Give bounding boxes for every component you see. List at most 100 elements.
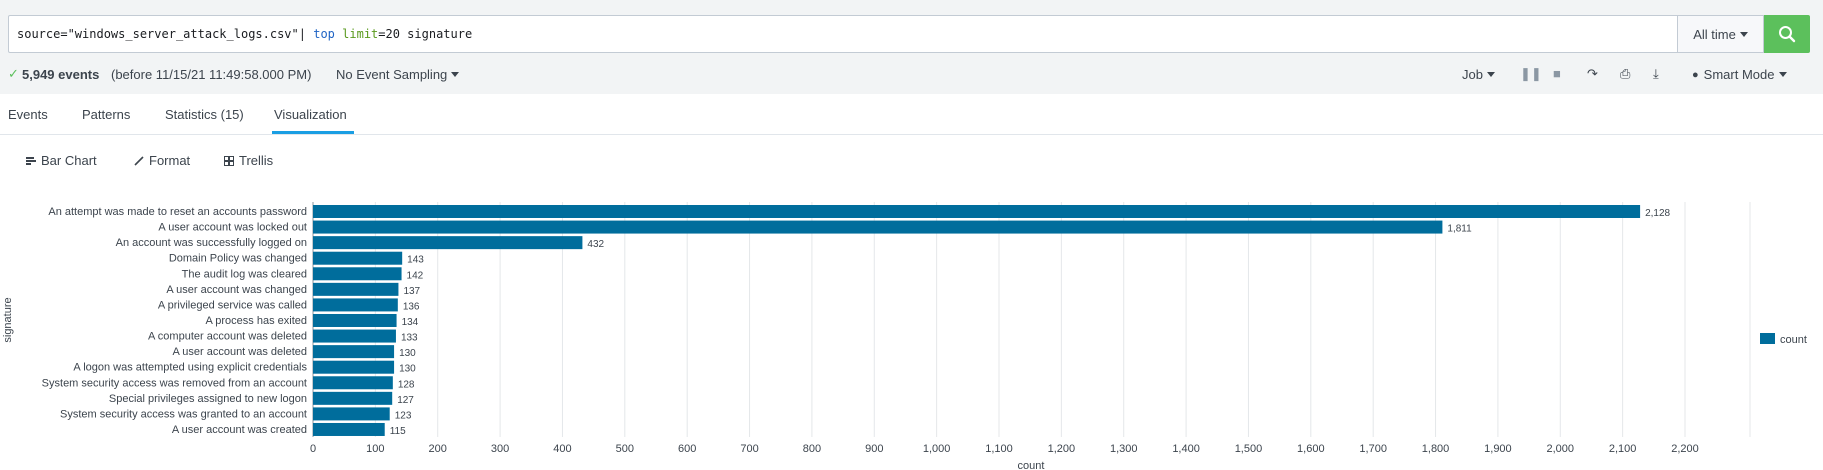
search-query[interactable]: source="windows_server_attack_logs.csv"|… xyxy=(17,27,472,41)
bar[interactable] xyxy=(313,220,1443,234)
chart-type-button[interactable]: Bar Chart xyxy=(26,153,97,168)
gridlines xyxy=(312,202,1751,437)
legend: count xyxy=(1760,333,1807,346)
search-bar-area: source="windows_server_attack_logs.csv"|… xyxy=(0,0,1823,94)
value-label: 137 xyxy=(403,286,420,297)
bar[interactable] xyxy=(313,360,395,374)
legend-label: count xyxy=(1780,334,1807,346)
value-label: 142 xyxy=(407,270,424,281)
x-tick-label: 1,700 xyxy=(1359,443,1387,455)
bar[interactable] xyxy=(313,267,402,281)
x-tick-label: 900 xyxy=(865,443,883,455)
event-sampling-dropdown[interactable]: No Event Sampling xyxy=(336,67,460,82)
value-label: 130 xyxy=(399,348,416,359)
category-label: A user account was created xyxy=(172,424,307,436)
job-menu[interactable]: Job xyxy=(1462,67,1495,82)
trellis-label: Trellis xyxy=(239,153,274,168)
tab-statistics[interactable]: Statistics (15) xyxy=(165,107,244,122)
value-label: 134 xyxy=(402,317,419,328)
pencil-icon xyxy=(134,155,144,166)
category-labels: An attempt was made to reset an accounts… xyxy=(42,206,308,436)
query-argument: limit xyxy=(342,27,379,41)
event-count: 5,949 events xyxy=(22,67,100,82)
legend-swatch xyxy=(1760,333,1775,344)
chevron-down-icon xyxy=(451,72,460,77)
bar[interactable] xyxy=(313,236,583,250)
export-icon[interactable]: ⤓ xyxy=(1653,66,1659,81)
x-tick-label: 100 xyxy=(366,443,384,455)
x-tick-label: 1,900 xyxy=(1484,443,1512,455)
bar[interactable] xyxy=(313,313,397,327)
chevron-down-icon xyxy=(1779,72,1788,77)
x-axis-ticks: 0 100 200 300 400 500 600 700 800 900 1,000 1,100 1,… xyxy=(310,443,1699,455)
bar[interactable] xyxy=(313,251,403,265)
value-label: 128 xyxy=(398,379,415,390)
trellis-button[interactable]: Trellis xyxy=(224,153,273,168)
x-tick-label: 500 xyxy=(616,443,634,455)
bar[interactable] xyxy=(313,376,393,390)
bar[interactable] xyxy=(313,298,398,312)
search-mode-label: Smart Mode xyxy=(1703,67,1775,82)
category-label: An attempt was made to reset an accounts… xyxy=(48,206,307,218)
search-button[interactable] xyxy=(1764,15,1810,53)
category-label: A logon was attempted using explicit cre… xyxy=(73,362,307,374)
search-input[interactable]: source="windows_server_attack_logs.csv"|… xyxy=(8,15,1678,53)
tab-visualization[interactable]: Visualization xyxy=(274,107,347,122)
trellis-grid-icon xyxy=(224,155,234,166)
event-time-range: (before 11/15/21 11:49:58.000 PM) xyxy=(111,67,312,82)
chevron-down-icon xyxy=(1739,31,1748,37)
x-tick-label: 2,000 xyxy=(1547,443,1575,455)
share-icon[interactable]: ↷ xyxy=(1587,66,1598,81)
bar[interactable] xyxy=(313,329,396,343)
value-label: 130 xyxy=(399,364,416,375)
x-tick-label: 0 xyxy=(310,443,316,455)
value-label: 127 xyxy=(397,395,414,406)
print-icon[interactable]: ⎙ xyxy=(1620,66,1631,81)
query-source: source="windows_server_attack_logs.csv"| xyxy=(17,27,314,41)
active-tab-indicator xyxy=(272,131,354,134)
time-range-picker[interactable]: All time xyxy=(1678,15,1764,53)
bar[interactable] xyxy=(313,345,395,359)
check-icon: ✓ xyxy=(8,66,19,81)
format-label: Format xyxy=(149,153,191,168)
bar[interactable] xyxy=(313,205,1641,218)
x-tick-label: 1,800 xyxy=(1422,443,1450,455)
category-label: The audit log was cleared xyxy=(182,268,307,280)
value-label: 133 xyxy=(401,333,418,344)
x-tick-label: 700 xyxy=(740,443,758,455)
query-rest: =20 signature xyxy=(378,27,473,41)
value-label: 2,128 xyxy=(1645,208,1670,219)
value-label: 432 xyxy=(587,239,604,250)
search-icon xyxy=(1779,26,1796,43)
bar-chart-icon xyxy=(26,156,36,165)
category-label: System security access was removed from … xyxy=(42,377,307,389)
tab-events[interactable]: Events xyxy=(8,107,48,122)
tab-patterns[interactable]: Patterns xyxy=(82,107,131,122)
bar[interactable] xyxy=(313,422,385,436)
x-tick-label: 2,200 xyxy=(1671,443,1699,455)
x-tick-label: 600 xyxy=(678,443,696,455)
job-label: Job xyxy=(1462,67,1483,82)
value-labels: 2,128 1,811 432 143 142 137 136 134 133 130 130 128… xyxy=(390,208,1671,437)
bar[interactable] xyxy=(313,391,393,405)
stop-icon[interactable]: ■ xyxy=(1553,66,1561,81)
search-mode-dropdown[interactable]: ● Smart Mode xyxy=(1692,67,1788,82)
chevron-down-icon xyxy=(1486,72,1495,77)
bulb-icon: ● xyxy=(1692,68,1699,81)
x-tick-label: 1,400 xyxy=(1172,443,1200,455)
value-label: 143 xyxy=(407,255,424,266)
chart-type-label: Bar Chart xyxy=(41,153,97,168)
visualization-toolbar: Bar Chart Format Trellis xyxy=(0,150,1823,174)
x-tick-label: 800 xyxy=(803,443,821,455)
y-axis-title: signature xyxy=(2,297,14,342)
bar[interactable] xyxy=(313,407,390,421)
x-tick-label: 1,500 xyxy=(1235,443,1263,455)
category-label: A user account was locked out xyxy=(158,222,307,234)
value-label: 115 xyxy=(390,426,406,437)
category-label: A computer account was deleted xyxy=(148,331,307,343)
x-tick-label: 1,100 xyxy=(985,443,1013,455)
pause-icon[interactable]: ❚❚ xyxy=(1520,66,1542,81)
format-button[interactable]: Format xyxy=(134,153,190,168)
bar[interactable] xyxy=(313,282,399,296)
value-label: 1,811 xyxy=(1447,224,1472,235)
